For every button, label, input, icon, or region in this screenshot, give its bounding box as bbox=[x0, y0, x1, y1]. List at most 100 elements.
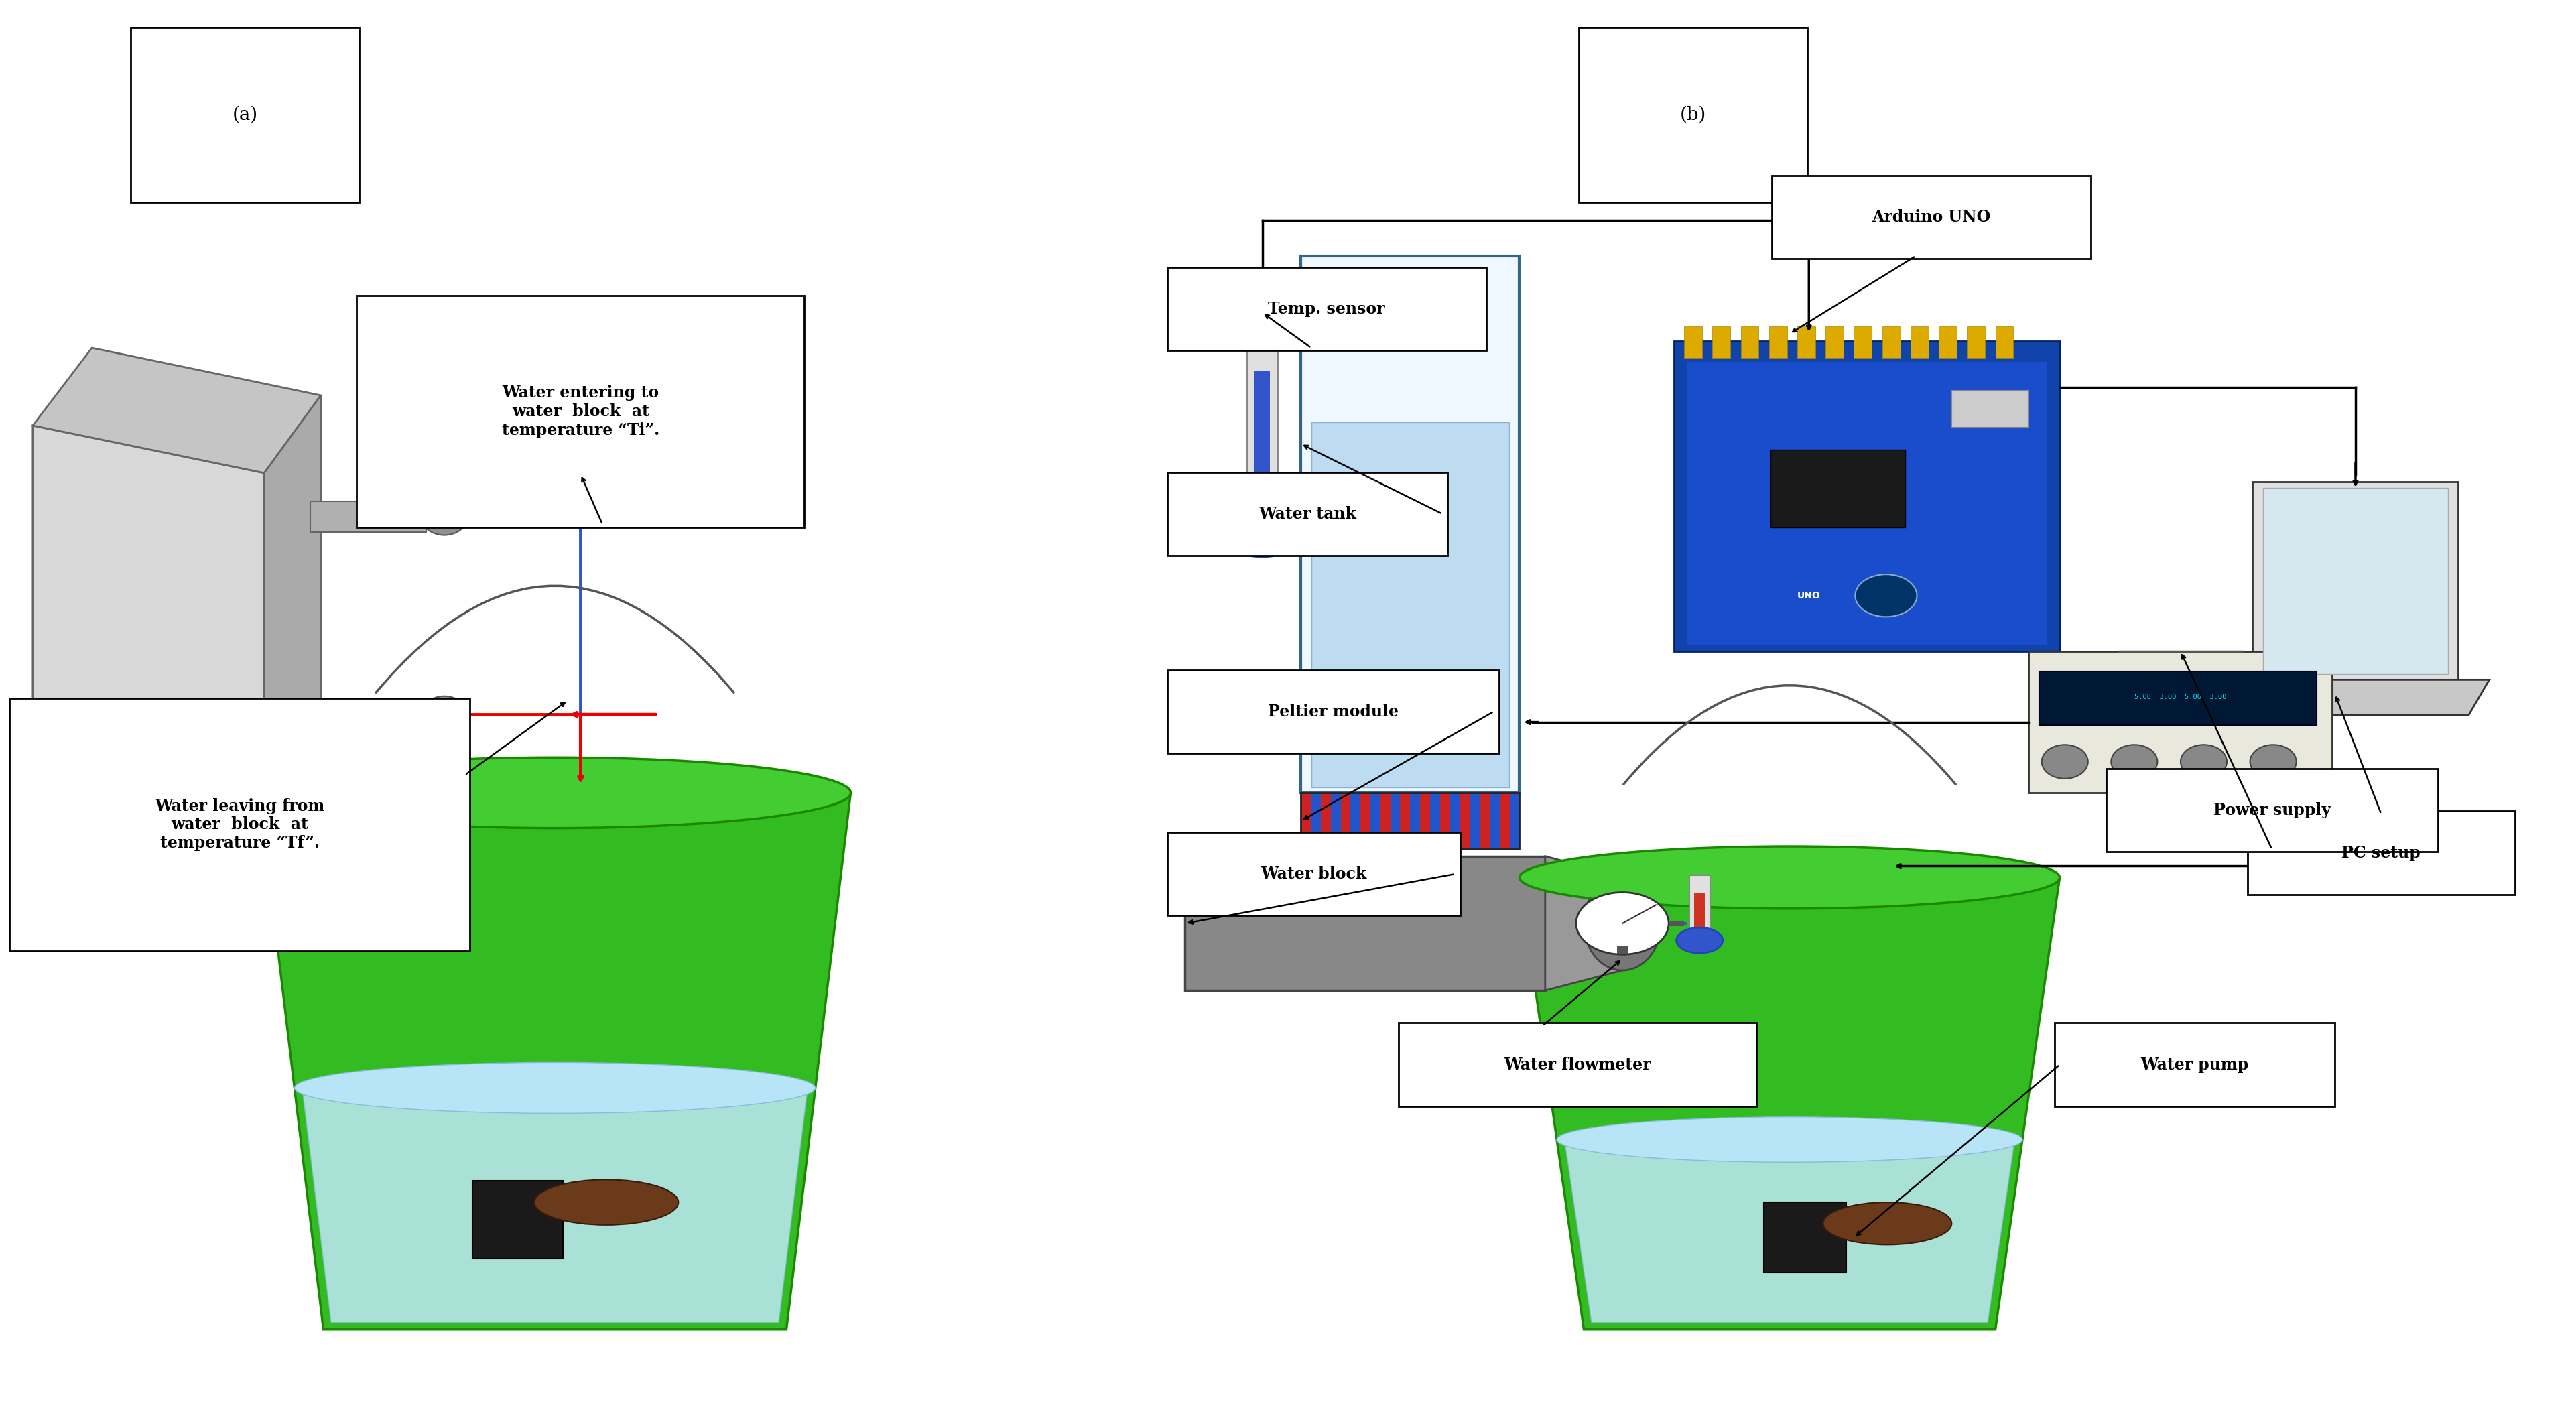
Text: Water tank: Water tank bbox=[1260, 506, 1355, 523]
Bar bbox=[2251, 481, 2458, 680]
Text: Arduino UNO: Arduino UNO bbox=[1873, 210, 1991, 225]
Ellipse shape bbox=[2197, 770, 2223, 787]
Bar bbox=[1770, 449, 1906, 527]
Polygon shape bbox=[2221, 680, 2488, 715]
Bar bbox=[1301, 793, 1311, 850]
FancyBboxPatch shape bbox=[1579, 27, 1808, 202]
Bar bbox=[471, 1181, 562, 1259]
Bar bbox=[1450, 793, 1461, 850]
FancyBboxPatch shape bbox=[1399, 1022, 1757, 1106]
Bar bbox=[1883, 327, 1901, 358]
Bar bbox=[1499, 793, 1510, 850]
Bar bbox=[1674, 341, 2061, 651]
Bar bbox=[2030, 651, 2331, 793]
Text: (a): (a) bbox=[232, 106, 258, 123]
Text: Water block: Water block bbox=[1260, 867, 1368, 882]
Text: Water entering to
water  block  at
temperature “Ti”.: Water entering to water block at tempera… bbox=[502, 385, 659, 438]
Text: Water flowmeter: Water flowmeter bbox=[1504, 1056, 1651, 1073]
FancyBboxPatch shape bbox=[2246, 811, 2514, 895]
Text: Power supply: Power supply bbox=[2213, 803, 2331, 818]
Ellipse shape bbox=[1229, 520, 1296, 556]
Ellipse shape bbox=[2179, 745, 2226, 779]
FancyBboxPatch shape bbox=[1772, 176, 2092, 259]
Bar bbox=[1321, 793, 1332, 850]
FancyBboxPatch shape bbox=[1167, 833, 1461, 916]
Ellipse shape bbox=[1577, 892, 1669, 954]
Bar bbox=[1479, 793, 1489, 850]
Bar bbox=[1471, 793, 1479, 850]
Text: Water leaving from
water  block  at
temperature “Tf”.: Water leaving from water block at temper… bbox=[155, 797, 325, 851]
Polygon shape bbox=[265, 395, 322, 793]
Ellipse shape bbox=[1824, 1202, 1953, 1245]
Bar bbox=[1996, 327, 2014, 358]
Bar bbox=[1255, 371, 1270, 517]
Ellipse shape bbox=[533, 1180, 677, 1225]
Bar bbox=[1370, 793, 1381, 850]
Bar bbox=[1311, 793, 1321, 850]
Bar bbox=[1690, 875, 1710, 937]
Bar bbox=[1695, 892, 1705, 935]
FancyBboxPatch shape bbox=[10, 698, 469, 952]
Bar bbox=[1855, 327, 1873, 358]
Bar bbox=[1798, 327, 1816, 358]
Ellipse shape bbox=[2285, 770, 2311, 787]
FancyBboxPatch shape bbox=[131, 27, 361, 202]
Bar bbox=[1826, 327, 1844, 358]
Text: Peltier module: Peltier module bbox=[1267, 704, 1399, 719]
Bar bbox=[1685, 327, 1703, 358]
Text: PC setup: PC setup bbox=[2342, 845, 2421, 861]
Polygon shape bbox=[1546, 857, 1623, 990]
Text: Water pump: Water pump bbox=[2141, 1056, 2249, 1073]
Polygon shape bbox=[260, 793, 850, 1330]
Bar bbox=[1489, 793, 1499, 850]
FancyBboxPatch shape bbox=[2056, 1022, 2334, 1106]
Bar bbox=[1687, 362, 2048, 644]
Ellipse shape bbox=[1584, 877, 1662, 970]
FancyBboxPatch shape bbox=[1167, 670, 1499, 753]
Ellipse shape bbox=[2329, 770, 2354, 787]
Bar bbox=[1401, 793, 1409, 850]
Bar bbox=[1618, 946, 1628, 954]
Ellipse shape bbox=[2249, 745, 2295, 779]
Polygon shape bbox=[1520, 878, 2061, 1330]
Text: UNO: UNO bbox=[1798, 590, 1821, 600]
Bar bbox=[1185, 857, 1546, 990]
Text: Temp. sensor: Temp. sensor bbox=[1267, 302, 1386, 317]
Ellipse shape bbox=[2043, 745, 2089, 779]
Bar bbox=[1340, 793, 1350, 850]
Bar bbox=[1381, 793, 1391, 850]
Bar bbox=[1419, 793, 1430, 850]
Bar bbox=[1713, 327, 1731, 358]
Bar bbox=[1247, 299, 1278, 524]
Bar bbox=[1332, 793, 1340, 850]
Bar bbox=[2040, 671, 2316, 725]
Bar bbox=[1741, 327, 1759, 358]
Ellipse shape bbox=[1520, 847, 2061, 909]
Bar bbox=[1301, 793, 1520, 850]
Bar bbox=[312, 700, 425, 731]
Polygon shape bbox=[301, 1087, 809, 1323]
Bar bbox=[1940, 327, 1958, 358]
Bar bbox=[1461, 793, 1471, 850]
Ellipse shape bbox=[2112, 745, 2159, 779]
Bar bbox=[1770, 327, 1788, 358]
Ellipse shape bbox=[1855, 575, 1917, 617]
Bar bbox=[2262, 487, 2447, 674]
Polygon shape bbox=[33, 426, 265, 821]
Bar bbox=[1669, 920, 1685, 926]
Polygon shape bbox=[1564, 1140, 2014, 1323]
Bar bbox=[1301, 256, 1520, 793]
FancyBboxPatch shape bbox=[358, 296, 804, 527]
Ellipse shape bbox=[1677, 927, 1723, 953]
Bar bbox=[1409, 793, 1419, 850]
Polygon shape bbox=[33, 348, 322, 473]
Bar bbox=[1510, 793, 1520, 850]
Bar bbox=[312, 501, 425, 532]
FancyBboxPatch shape bbox=[1167, 268, 1486, 351]
Text: (b): (b) bbox=[1680, 106, 1705, 123]
Bar bbox=[1911, 327, 1929, 358]
Ellipse shape bbox=[420, 498, 466, 535]
Bar bbox=[1360, 793, 1370, 850]
Ellipse shape bbox=[294, 1062, 817, 1113]
Bar bbox=[1350, 793, 1360, 850]
